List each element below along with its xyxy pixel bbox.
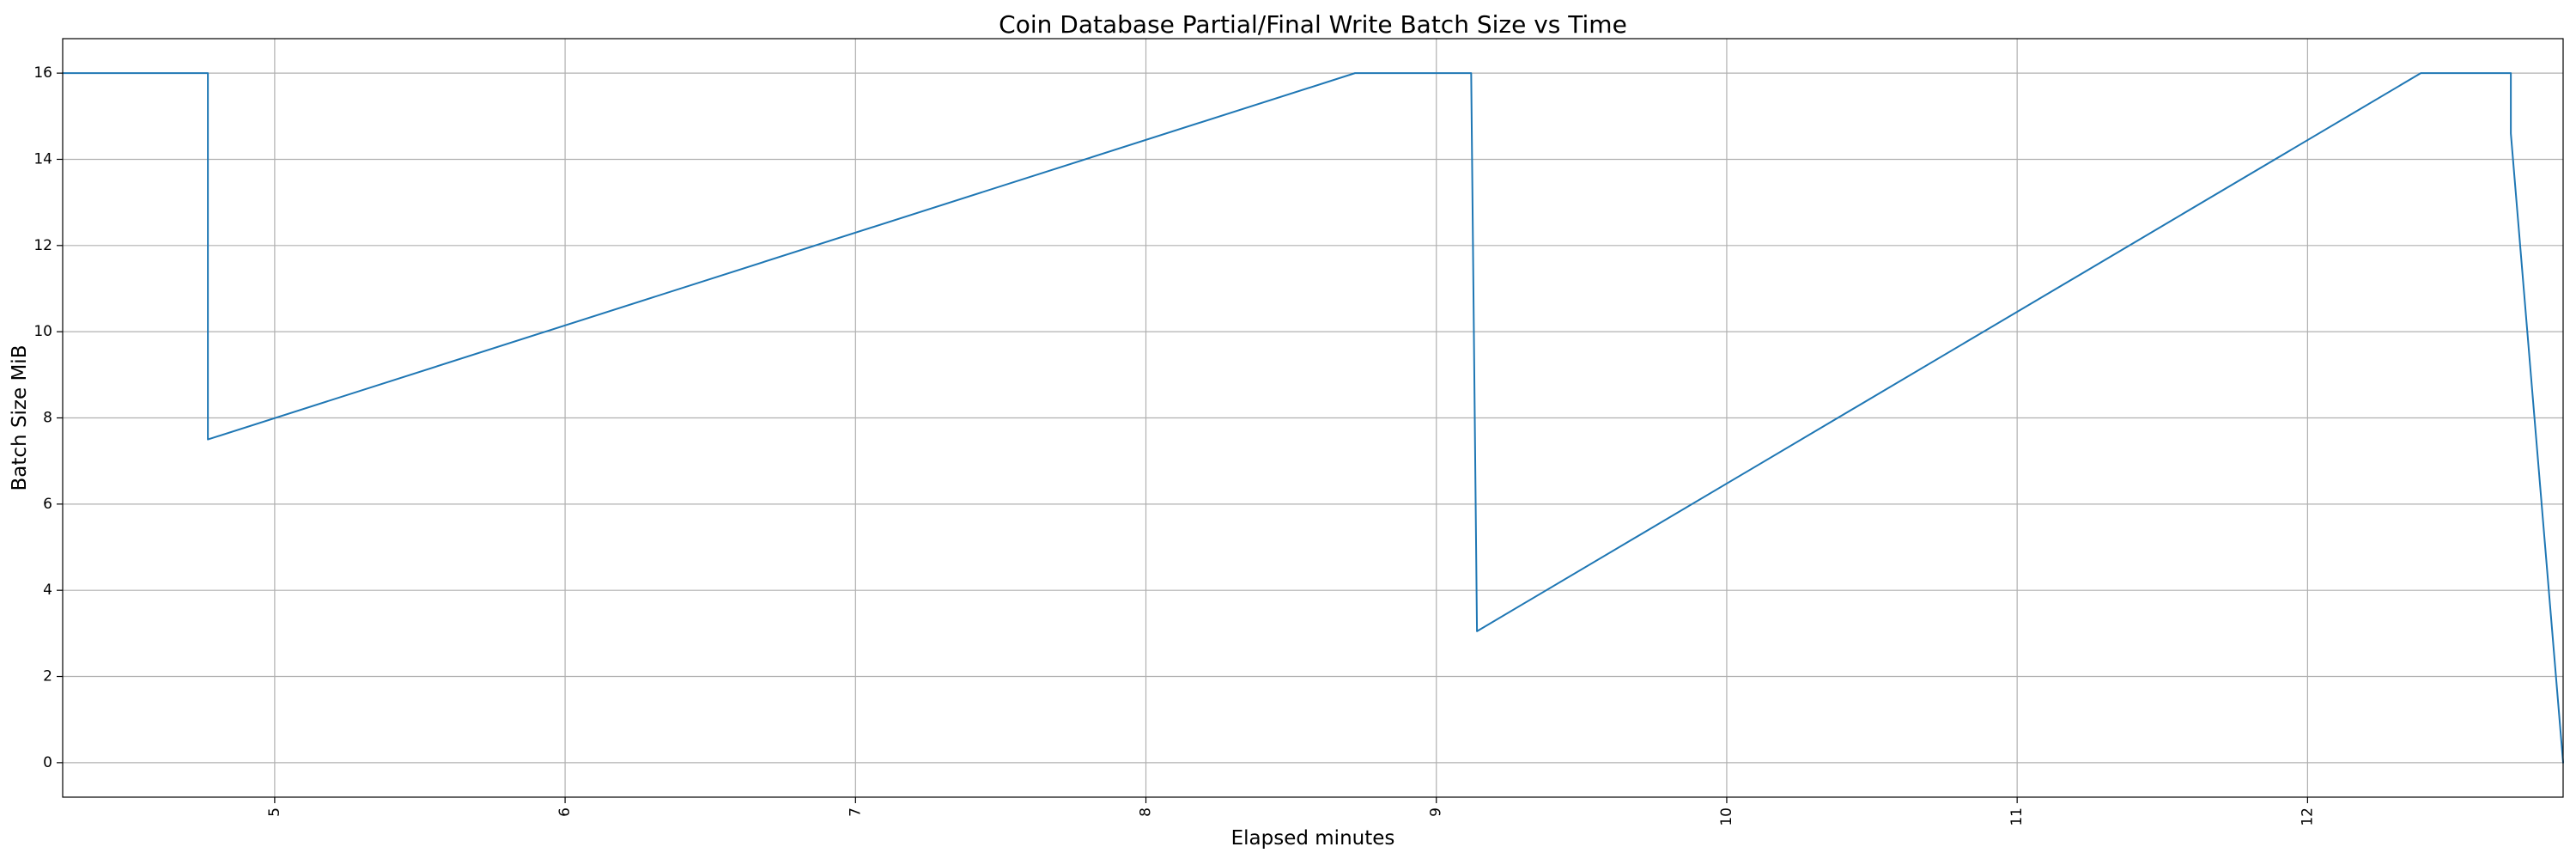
y-tick-label: 2 xyxy=(43,668,52,685)
x-tick-label: 11 xyxy=(2008,807,2026,826)
x-tick-label: 9 xyxy=(1428,807,1445,817)
chart-title: Coin Database Partial/Final Write Batch … xyxy=(999,10,1627,39)
y-tick-label: 16 xyxy=(33,64,52,82)
ticks: 5 6 7 8 9 10 11 12 0 2 4 6 8 10 12 14 16 xyxy=(33,64,2316,826)
y-tick-label: 10 xyxy=(33,323,52,340)
y-tick-label: 0 xyxy=(43,754,52,771)
y-tick-label: 6 xyxy=(43,496,52,513)
series-line xyxy=(62,72,2564,764)
x-tick-label: 10 xyxy=(1718,807,1735,826)
x-tick-label: 8 xyxy=(1138,807,1155,817)
y-tick-label: 12 xyxy=(33,237,52,254)
y-axis-label: Batch Size MiB xyxy=(9,345,31,491)
x-axis-label: Elapsed minutes xyxy=(1231,827,1395,850)
x-tick-label: 6 xyxy=(556,807,574,817)
y-tick-label: 8 xyxy=(43,410,52,427)
x-tick-label: 7 xyxy=(847,807,864,817)
grid xyxy=(63,39,2563,797)
y-tick-label: 14 xyxy=(33,150,52,168)
x-tick-label: 12 xyxy=(2299,807,2316,826)
x-tick-label: 5 xyxy=(266,807,283,817)
y-tick-label: 4 xyxy=(43,582,52,599)
series-layer xyxy=(62,72,2564,764)
